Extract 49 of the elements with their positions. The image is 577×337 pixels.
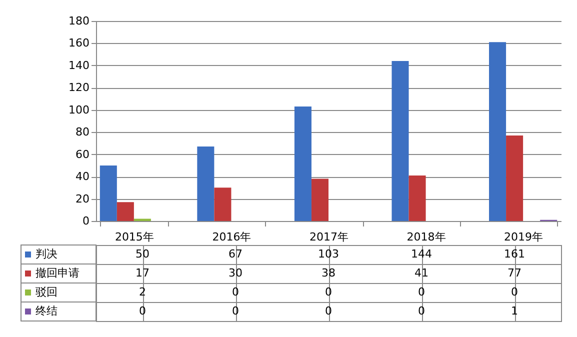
legend-label: 驳回 — [36, 286, 58, 298]
legend-label: 撤回申请 — [36, 266, 80, 280]
bar — [311, 178, 328, 221]
y-tick-label: 160 — [68, 36, 90, 50]
bar — [294, 106, 312, 221]
y-tick-label: 180 — [68, 14, 90, 28]
data-label: 0 — [139, 304, 146, 318]
data-label: 38 — [322, 266, 336, 280]
x-tick-label: 2015年 — [114, 230, 154, 244]
data-label: 144 — [411, 248, 432, 260]
bar — [489, 42, 506, 221]
bar — [100, 165, 117, 221]
bar — [116, 202, 134, 221]
data-label: 0 — [511, 286, 518, 298]
y-tick-label: 120 — [68, 81, 90, 94]
legend-label: 终结 — [36, 304, 58, 318]
bar — [392, 61, 409, 221]
y-tick-label: 100 — [68, 103, 90, 116]
data-label: 161 — [504, 248, 525, 260]
data-label: 0 — [325, 304, 332, 318]
data-label: 0 — [232, 304, 239, 318]
data-label: 1 — [511, 304, 518, 318]
data-label: 2 — [139, 286, 146, 298]
x-tick-label: 2019年 — [504, 230, 544, 244]
data-label: 17 — [136, 266, 150, 280]
bar — [506, 135, 524, 221]
data-label: 77 — [508, 266, 522, 280]
data-label: 0 — [325, 286, 332, 298]
y-tick-label: 0 — [82, 214, 90, 228]
y-tick-label: 60 — [76, 148, 90, 161]
data-label: 0 — [418, 286, 425, 298]
data-label: 0 — [418, 304, 425, 318]
bar — [197, 146, 214, 221]
legend-label: 判决 — [36, 248, 58, 260]
x-tick-label: 2016年 — [212, 230, 252, 244]
y-tick-label: 140 — [68, 58, 90, 72]
y-tick-label: 40 — [76, 170, 90, 184]
x-tick-label: 2018年 — [406, 230, 446, 244]
data-label: 103 — [318, 248, 339, 260]
data-label: 0 — [232, 286, 239, 298]
data-label: 67 — [228, 248, 242, 260]
bar — [408, 175, 426, 221]
data-label: 41 — [414, 266, 428, 280]
bar — [214, 188, 232, 221]
y-tick-label: 20 — [76, 192, 90, 206]
data-label: 30 — [228, 266, 242, 280]
y-tick-label: 80 — [76, 126, 90, 139]
data-label: 50 — [136, 248, 150, 260]
x-tick-label: 2017年 — [310, 230, 348, 244]
